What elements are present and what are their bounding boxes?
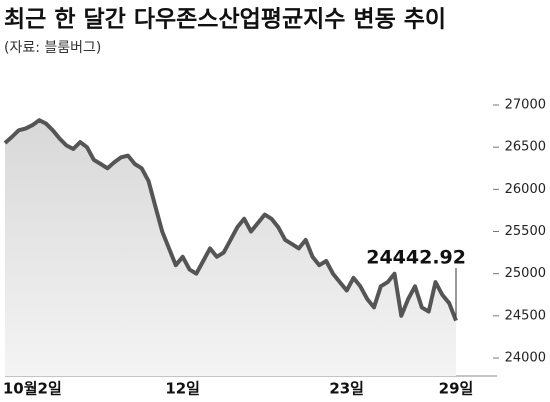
x-tick-label: 12일 (165, 380, 200, 398)
line (3, 118, 458, 322)
y-tick-label: 24500 (505, 308, 546, 323)
y-tick-label: 26000 (505, 182, 546, 197)
chart-title: 최근 한 달간 다우존스산업평균지수 변동 추이 (4, 7, 446, 33)
chart-subtitle: (자료: 블룸버그) (4, 40, 101, 56)
y-tick-label: 25000 (505, 266, 546, 281)
x-tick-label: 10월2일 (3, 380, 62, 398)
y-tick-label: 25500 (505, 224, 546, 239)
y-tick-label: 27000 (505, 98, 546, 113)
y-tick-label: 24000 (505, 351, 546, 366)
x-tick-label: 23일 (329, 380, 364, 398)
x-tick-label: 29일 (439, 380, 474, 398)
annotation: 24442.92 (366, 247, 466, 269)
area (5, 120, 456, 376)
y-tick-label: 26500 (505, 140, 546, 155)
